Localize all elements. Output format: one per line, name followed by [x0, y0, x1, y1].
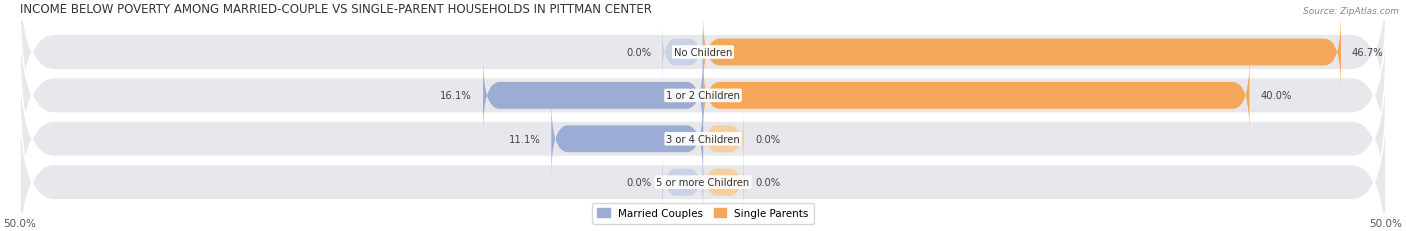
- Text: 5 or more Children: 5 or more Children: [657, 177, 749, 187]
- Text: 0.0%: 0.0%: [755, 177, 780, 187]
- FancyBboxPatch shape: [703, 14, 1341, 91]
- FancyBboxPatch shape: [703, 109, 744, 169]
- Text: 0.0%: 0.0%: [626, 48, 651, 58]
- Text: No Children: No Children: [673, 48, 733, 58]
- FancyBboxPatch shape: [484, 58, 703, 134]
- FancyBboxPatch shape: [662, 23, 703, 83]
- Text: Source: ZipAtlas.com: Source: ZipAtlas.com: [1303, 7, 1399, 16]
- FancyBboxPatch shape: [20, 92, 1386, 231]
- Text: INCOME BELOW POVERTY AMONG MARRIED-COUPLE VS SINGLE-PARENT HOUSEHOLDS IN PITTMAN: INCOME BELOW POVERTY AMONG MARRIED-COUPL…: [20, 3, 652, 16]
- Text: 0.0%: 0.0%: [755, 134, 780, 144]
- FancyBboxPatch shape: [703, 152, 744, 212]
- FancyBboxPatch shape: [703, 58, 1250, 134]
- Text: 40.0%: 40.0%: [1260, 91, 1292, 101]
- FancyBboxPatch shape: [551, 101, 703, 178]
- Text: 0.0%: 0.0%: [626, 177, 651, 187]
- Text: 16.1%: 16.1%: [440, 91, 472, 101]
- FancyBboxPatch shape: [20, 49, 1386, 229]
- Text: 3 or 4 Children: 3 or 4 Children: [666, 134, 740, 144]
- Text: 1 or 2 Children: 1 or 2 Children: [666, 91, 740, 101]
- FancyBboxPatch shape: [662, 152, 703, 212]
- FancyBboxPatch shape: [20, 0, 1386, 143]
- Text: 46.7%: 46.7%: [1353, 48, 1384, 58]
- Legend: Married Couples, Single Parents: Married Couples, Single Parents: [592, 203, 814, 224]
- FancyBboxPatch shape: [20, 6, 1386, 186]
- Text: 11.1%: 11.1%: [509, 134, 540, 144]
